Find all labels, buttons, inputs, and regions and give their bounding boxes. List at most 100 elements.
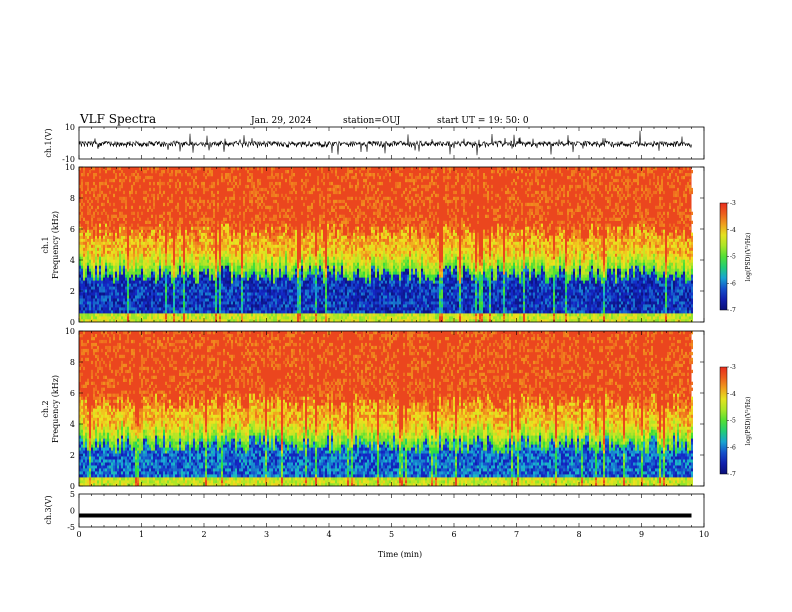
ch1-spectrogram-cell	[159, 220, 161, 224]
ch1-spectrogram-cell	[253, 238, 255, 242]
ch1-spectrogram-cell	[229, 253, 231, 257]
ch1-spectrogram-cell	[189, 280, 191, 284]
ch1-spectrogram-cell	[233, 298, 235, 302]
ch1-spectrogram-cell	[317, 313, 319, 317]
ch1-spectrogram-cell	[125, 226, 127, 230]
ch1-spectrogram-cell	[287, 259, 289, 263]
ch1-spectrogram-cell	[305, 268, 307, 272]
ch1-spectrogram-cell	[127, 259, 129, 263]
ch1-spectrogram-cell	[237, 232, 239, 236]
ch1-spectrogram-cell	[119, 167, 121, 171]
ch1-spectrogram-cell	[279, 274, 281, 278]
ch1-spectrogram-cell	[167, 295, 169, 299]
ch1-spectrogram-cell	[171, 289, 173, 293]
ch1-spectrogram-cell	[309, 220, 311, 224]
ch1-spectrogram-cell	[235, 313, 237, 317]
ch1-spectrogram-cell	[141, 265, 143, 269]
ch1-spectrogram-cell	[277, 220, 279, 224]
ch1-spectrogram-cell	[161, 274, 163, 278]
ch1-spectrogram-cell	[183, 298, 185, 302]
ch1-spectrogram-cell	[303, 295, 305, 299]
ch1-spectrogram-cell	[305, 184, 307, 189]
ch1-spectrogram-cell	[151, 262, 153, 266]
ch1-spectrogram-cell	[283, 223, 285, 227]
ch1-spectrogram-cell	[115, 304, 117, 308]
ch1-spectrogram-cell	[343, 259, 345, 263]
ch1-spectrogram-cell	[135, 268, 137, 272]
ch1-spectrogram-cell	[305, 178, 307, 183]
ch1-spectrogram-cell	[209, 235, 211, 239]
ch1-spectrogram-cell	[203, 316, 205, 320]
ch1-spectrogram-cell	[89, 286, 91, 290]
ch1-spectrogram-cell	[79, 304, 81, 308]
ch1-spectrogram-cell	[85, 286, 87, 290]
ch1-spectrogram-cell	[147, 241, 149, 245]
ch1-spectrogram-cell	[263, 241, 265, 245]
ch1-spectrogram-cell	[283, 256, 285, 260]
ch1-spectrogram-cell	[185, 280, 187, 284]
ch1-spectrogram-cell	[87, 289, 89, 293]
ch1-spectrogram-cell	[83, 307, 85, 311]
ch1-spectrogram-cell	[279, 301, 281, 305]
ch1-spectrogram-cell	[257, 262, 259, 266]
ch1-spectrogram-cell	[85, 196, 87, 201]
ch1-spectrogram-cell	[159, 187, 161, 192]
ch1-spectrogram-cell	[175, 238, 177, 242]
ch1-spectrogram-cell	[225, 307, 227, 311]
ch1-spectrogram-cell	[115, 274, 117, 278]
ch1-spectrogram-cell	[149, 253, 151, 257]
ch1-spectrogram-cell	[165, 259, 167, 263]
ch1-y-tick-label: 10	[65, 123, 75, 132]
ch1-spectrogram-cell	[215, 298, 217, 302]
ch1-spectrogram-cell	[131, 301, 133, 305]
ch1-spectrogram-cell	[249, 277, 251, 281]
ch1-waveform-line	[78, 130, 692, 156]
ch1-spectrogram-cell	[289, 262, 291, 266]
ch1-spectrogram-cell	[137, 173, 139, 177]
ch1-spectrogram-cell	[345, 316, 347, 320]
ch1-spectrogram-cell	[181, 241, 183, 245]
ch1-spectrogram-cell	[309, 256, 311, 260]
ch1-spectrogram-cell	[145, 229, 147, 233]
ch1-spectrogram-cell	[213, 244, 215, 248]
ch1-spectrogram-cell	[239, 238, 241, 242]
ch1-spectrogram-cell	[275, 307, 277, 311]
ch1-spectrogram-cell	[197, 208, 199, 212]
ch1-spectrogram-cell	[337, 319, 339, 323]
ch1-spectrogram-cell	[103, 259, 105, 263]
ch1-spectrogram-cell	[339, 190, 341, 195]
ch1-spectrogram-cell	[319, 268, 321, 272]
ch1-spectrogram-cell	[315, 262, 317, 266]
ch1-spectrogram-cell	[185, 250, 187, 254]
ch1-spectrogram-cell	[245, 268, 247, 272]
ch1-spectrogram-cell	[193, 241, 195, 245]
ch1-spectrogram-cell	[119, 313, 121, 317]
ch1-spectrogram-cell	[233, 196, 235, 201]
ch1-spectrogram-cell	[319, 292, 321, 296]
ch1-spectrogram-cell	[163, 211, 165, 215]
ch1-spectrogram-cell	[223, 307, 225, 311]
ch1-spectrogram-cell	[197, 283, 199, 287]
ch1-spectrogram-cell	[253, 241, 255, 245]
ch1-spectrogram-cell	[227, 262, 229, 266]
ch1-spectrogram-cell	[157, 247, 159, 251]
ch1-spectrogram-cell	[337, 199, 339, 204]
ch1-spectrogram-cell	[309, 244, 311, 248]
ch1-spectrogram-cell	[279, 253, 281, 257]
ch1-spectrogram-cell	[261, 268, 263, 272]
ch1-spectrogram-cell	[345, 241, 347, 245]
ch1-spectrogram-cell	[215, 289, 217, 293]
ch1-spectrogram-cell	[115, 265, 117, 269]
ch1-spectrogram-cell	[279, 214, 281, 218]
ch1-spectrogram-cell	[279, 319, 281, 323]
ch1-spectrogram-cell	[251, 310, 253, 314]
ch1-spectrogram-cell	[147, 175, 149, 180]
ch1-spectrogram-cell	[197, 202, 199, 207]
ch1-spectrogram-cell	[249, 280, 251, 284]
ch1-spectrogram-cell	[313, 301, 315, 305]
ch1-spectrogram-cell	[313, 238, 315, 242]
ch1-spectrogram-cell	[173, 289, 175, 293]
ch1-spectrogram-cell	[157, 274, 159, 278]
ch1-spectrogram-cell	[239, 211, 241, 215]
ch1-spectrogram-cell	[207, 283, 209, 287]
